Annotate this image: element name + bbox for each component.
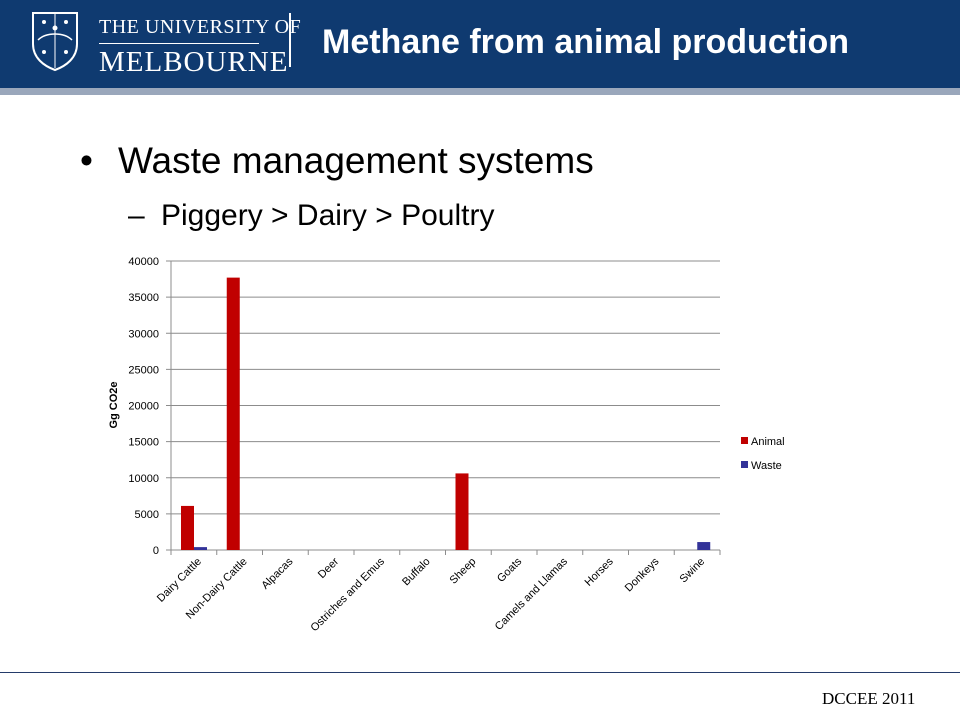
header-underline [0,88,960,95]
x-tick-label: Dairy Cattle [155,556,204,605]
bar-animal [181,505,194,550]
legend-swatch-waste [741,461,748,468]
logo-divider [99,43,259,44]
crest-icon [32,12,78,72]
y-tick-label: 15000 [128,437,159,449]
bar-animal [455,473,469,550]
bar-animal [226,277,240,550]
legend-label-waste: Waste [751,460,782,472]
header-bar [0,0,960,88]
header-divider [289,13,291,67]
x-tick-label: Deer [316,555,342,581]
bullet-text: Waste management systems [118,140,594,181]
y-tick-label: 10000 [128,473,159,485]
bar-waste [194,547,207,550]
bullet-level-1: • Waste management systems [80,140,594,182]
source-citation: DCCEE 2011 [822,689,916,708]
x-tick-label: Buffalo [400,556,433,589]
y-tick-label: 30000 [128,328,159,340]
x-tick-label: Horses [583,555,616,588]
y-tick-label: 40000 [128,256,159,268]
bar-waste [697,542,711,550]
legend-swatch-animal [741,437,748,444]
x-tick-label: Sheep [448,556,479,587]
logo-text-line2: MELBOURNE [99,46,289,78]
university-logo: THE UNIVERSITY OF MELBOURNE [18,10,301,78]
x-tick-label: Alpacas [259,555,296,592]
bullet-text: Piggery > Dairy > Poultry [161,199,495,232]
x-tick-label: Goats [495,555,525,585]
y-tick-label: 5000 [135,509,159,521]
y-tick-label: 0 [153,545,159,557]
x-tick-label: Swine [678,556,708,586]
bullet-marker: • [80,140,93,181]
slide-title: Methane from animal production [322,23,850,61]
y-axis-label: Gg CO2e [108,381,120,428]
bullet-level-2: – Piggery > Dairy > Poultry [128,199,494,233]
y-tick-label: 25000 [128,364,159,376]
y-tick-label: 35000 [128,292,159,304]
y-tick-label: 20000 [128,401,159,413]
legend-label-animal: Animal [751,436,785,448]
footer-divider [0,672,960,673]
logo-text-line1: THE UNIVERSITY OF [99,16,302,38]
bullet-marker: – [128,199,145,232]
x-tick-label: Donkeys [623,555,662,594]
